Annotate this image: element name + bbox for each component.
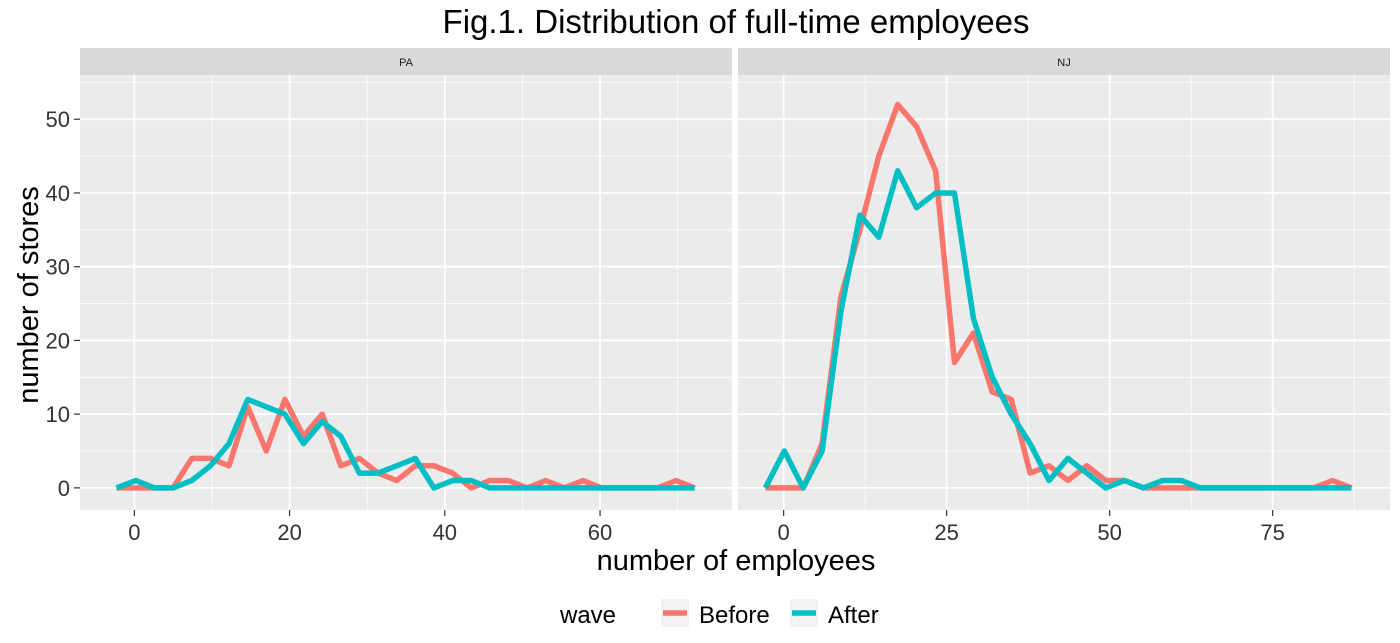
- panel-nj: NJ 0 25 50 75: [738, 48, 1390, 545]
- x-tick-label: 60: [588, 520, 612, 545]
- x-tick-label: 25: [934, 520, 958, 545]
- facet-strip-label: PA: [399, 57, 414, 69]
- series-line-after: [115, 396, 695, 491]
- legend: wave Before After: [559, 599, 879, 629]
- y-tick-label: 30: [46, 255, 70, 280]
- legend-key-after: [790, 599, 818, 627]
- y-axis-title: number of stores: [13, 186, 45, 404]
- x-tick-label: 40: [433, 520, 457, 545]
- facet-strip-label: NJ: [1057, 57, 1070, 69]
- legend-key-before: [661, 599, 689, 627]
- x-tick-label: 20: [277, 520, 301, 545]
- legend-title: wave: [559, 602, 616, 629]
- legend-label-before: Before: [699, 602, 770, 629]
- y-tick-label: 0: [58, 476, 70, 501]
- legend-label-after: After: [828, 602, 879, 629]
- facet-strip: [738, 48, 1390, 75]
- panel-background: [80, 75, 732, 510]
- x-tick-label: 75: [1260, 520, 1284, 545]
- y-tick-label: 20: [46, 328, 70, 353]
- x-tick-label: 0: [128, 520, 140, 545]
- y-tick-label: 40: [46, 181, 70, 206]
- series-line-after: [762, 168, 1352, 491]
- y-tick-label: 50: [46, 107, 70, 132]
- panel-pa: PA 0 20 40 60 0 10 20 30 40 50: [46, 48, 732, 545]
- x-tick-label: 0: [778, 520, 790, 545]
- y-tick-label: 10: [46, 402, 70, 427]
- facet-strip: [80, 48, 732, 75]
- x-tick-label: 50: [1097, 520, 1121, 545]
- panel-background: [738, 75, 1390, 510]
- x-axis-title: number of employees: [597, 545, 876, 577]
- chart-title: Fig.1. Distribution of full-time employe…: [443, 3, 1030, 40]
